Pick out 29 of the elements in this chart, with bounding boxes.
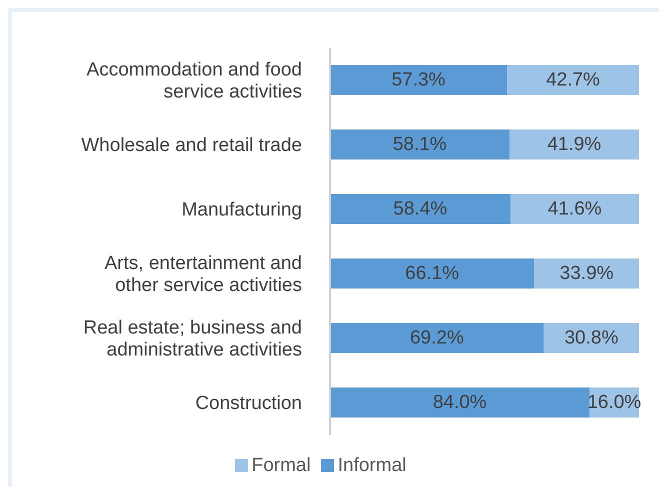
data-label: 41.6% [548,198,602,220]
y-tick-label: Arts, entertainment and other service activities [104,252,302,296]
data-label: 84.0% [432,392,487,413]
data-label: 69.2% [410,328,464,348]
bar [330,65,508,95]
y-tick-label: Accommodation and food service activities [86,58,302,102]
bar [507,65,639,95]
data-label: 58.4% [393,198,448,220]
y-tick-label: Real estate; business and administrative activities [83,316,302,360]
data-label: 33.9% [560,263,614,284]
bar [330,258,534,288]
data-label: 42.7% [546,70,600,90]
bar [330,194,510,224]
data-label: 58.1% [392,134,447,155]
bar [534,258,639,288]
data-label: 41.9% [547,134,602,155]
data-label: 30.8% [564,328,618,348]
data-label: 57.3% [392,70,446,90]
legend-label: Formal [252,455,311,476]
legend-label: Informal [338,455,406,476]
y-tick-label: Construction [195,392,302,414]
bar [330,130,510,160]
bar [510,130,639,160]
y-tick-label: Wholesale and retail trade [81,134,302,156]
bar [330,323,544,353]
bar [330,388,590,418]
y-tick-label: Manufacturing [182,198,302,220]
data-label: 66.1% [405,263,460,284]
bar [510,194,639,224]
